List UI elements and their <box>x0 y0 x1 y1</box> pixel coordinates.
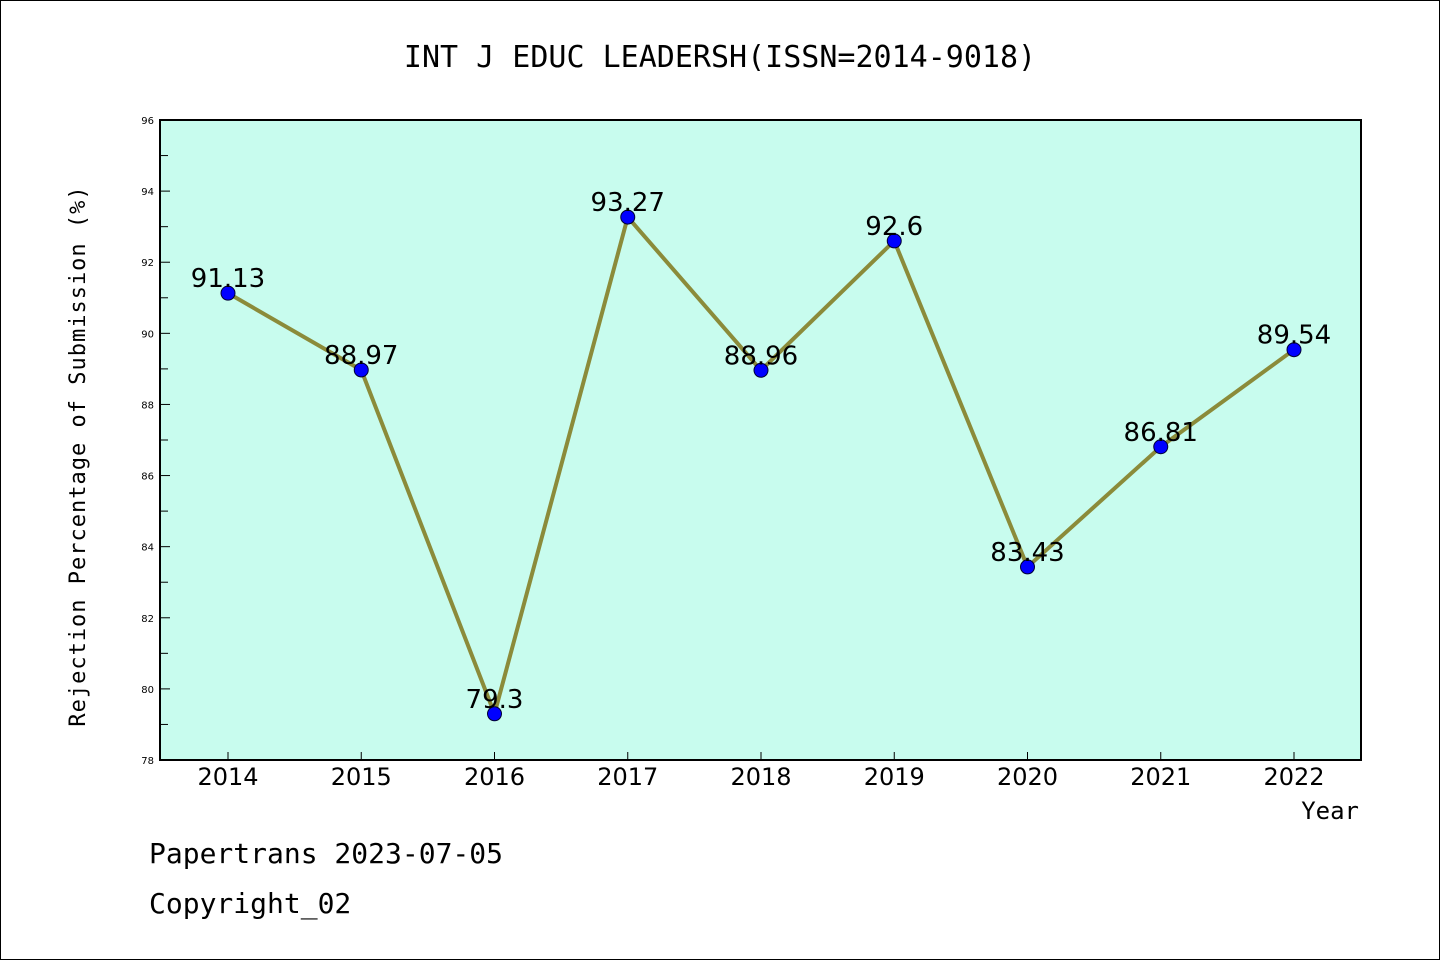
data-label: 89.54 <box>1257 321 1331 351</box>
data-point <box>620 209 636 225</box>
data-label: 88.96 <box>724 341 798 371</box>
data-label: 86.81 <box>1124 418 1198 448</box>
y-axis-label: Rejection Percentage of Submission (%) <box>66 185 91 726</box>
x-axis: 2014 2015 2016 2017 2018 2019 2020 2021 2022 <box>197 752 1325 791</box>
data-label: 91.13 <box>191 264 265 294</box>
y-tick-label: 94 <box>141 187 154 198</box>
x-tick-label: 2021 <box>1130 763 1191 791</box>
x-tick-label: 2015 <box>331 763 392 791</box>
data-label: 92.6 <box>865 212 923 242</box>
y-tick-label: 86 <box>141 472 154 483</box>
footer-copyright-text: Copyright_02 <box>149 887 351 921</box>
y-tick-label: 84 <box>141 543 154 554</box>
data-point <box>1153 439 1169 455</box>
data-point <box>353 362 369 378</box>
y-tick-label: 80 <box>141 685 154 696</box>
x-tick-label: 2022 <box>1263 763 1324 791</box>
data-label: 93.27 <box>591 188 665 218</box>
data-point <box>1286 342 1302 358</box>
y-tick-label: 92 <box>141 258 154 269</box>
data-point <box>487 706 502 722</box>
x-tick-label: 2016 <box>464 763 525 791</box>
x-axis-label: Year <box>1301 797 1359 825</box>
x-tick-label: 2014 <box>197 763 258 791</box>
y-tick-label: 78 <box>141 756 154 767</box>
data-label: 83.43 <box>990 538 1064 568</box>
y-tick-label: 88 <box>141 400 154 411</box>
data-point <box>753 362 769 378</box>
y-axis: 78 80 82 84 86 88 90 92 94 96 <box>141 116 170 767</box>
data-point <box>220 285 236 301</box>
x-tick-label: 2020 <box>997 763 1058 791</box>
y-tick-label: 90 <box>141 329 154 340</box>
footer-date-text: Papertrans 2023-07-05 <box>149 837 503 870</box>
y-tick-label: 82 <box>141 614 154 625</box>
y-tick-label: 96 <box>141 116 154 127</box>
data-label: 79.3 <box>466 685 524 715</box>
x-tick-label: 2018 <box>730 763 791 791</box>
x-tick-label: 2019 <box>864 763 925 791</box>
data-point <box>1020 559 1035 575</box>
data-label: 88.97 <box>324 341 398 371</box>
data-point <box>886 233 902 249</box>
series-layer: 91.13 88.97 79.3 93.27 88.96 92.6 83.43 86.81 89… <box>191 188 1331 722</box>
chart-title: INT J EDUC LEADERSH(ISSN=2014-9018) <box>404 40 1036 75</box>
x-tick-label: 2017 <box>597 763 658 791</box>
